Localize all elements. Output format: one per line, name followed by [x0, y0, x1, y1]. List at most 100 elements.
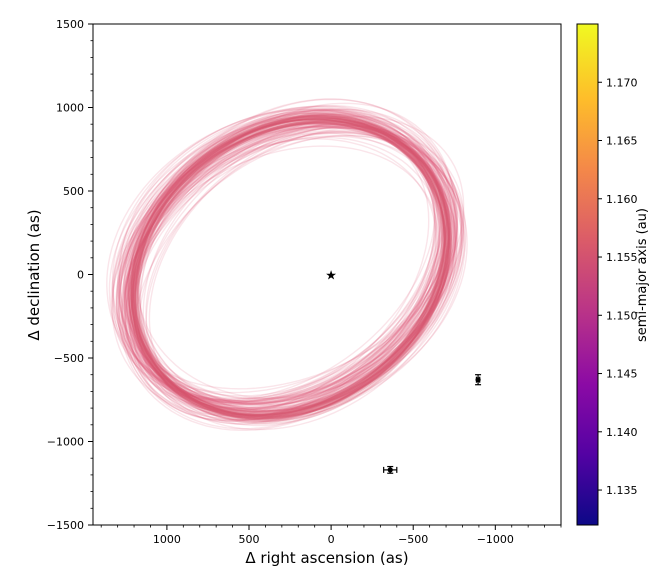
orbit-track [125, 122, 457, 411]
orbit-track [137, 108, 453, 412]
orbit-track [134, 121, 452, 418]
orbit-track [118, 111, 440, 430]
orbit-track [127, 112, 449, 418]
orbit-track [124, 124, 430, 417]
orbit-track [122, 131, 458, 410]
orbit-track [128, 110, 437, 411]
orbit-track [142, 123, 455, 423]
y-tick-label: −1000 [47, 436, 84, 449]
orbit-track [135, 115, 465, 397]
colorbar-tick-label: 1.135 [606, 484, 638, 497]
orbit-track [129, 125, 465, 404]
orbit-track [115, 116, 444, 411]
orbit-track [130, 130, 458, 410]
y-axis: −1500 −1000 −500 0 500 1000 1500 [47, 18, 93, 532]
orbit-track [132, 118, 446, 413]
orbit-track [121, 145, 439, 402]
orbit-track [121, 127, 459, 406]
orbit-track [130, 112, 446, 418]
orbit-track [120, 123, 445, 426]
orbit-track [127, 112, 443, 420]
orbit-track [126, 126, 455, 414]
orbit-track [124, 119, 466, 421]
x-tick-label: −500 [398, 533, 428, 546]
orbit-track [128, 122, 449, 419]
orbit-track [131, 104, 456, 422]
orbit-track [127, 111, 456, 413]
y-tick-label: −1500 [47, 519, 84, 532]
orbit-track [132, 120, 447, 417]
orbit-track [110, 108, 446, 402]
y-tick-label: 500 [63, 185, 84, 198]
orbit-track [120, 114, 451, 414]
orbit-track [126, 132, 463, 402]
orbit-track [124, 114, 440, 409]
orbit-track [129, 126, 442, 422]
y-tick-label: 1500 [56, 18, 84, 31]
markers: ★ [325, 269, 482, 474]
orbit-track [136, 119, 446, 417]
orbit-track [118, 109, 462, 406]
orbit-track [134, 114, 451, 420]
orbit-track [129, 126, 441, 418]
orbit-track [133, 108, 463, 431]
orbit-track [123, 109, 436, 407]
colorbar-tick-label: 1.140 [606, 426, 638, 439]
orbit-track [148, 129, 447, 416]
orbit-track [128, 118, 451, 421]
orbit-track [111, 113, 448, 403]
orbit-track [126, 113, 463, 400]
orbit-track [132, 119, 447, 413]
orbit-track [130, 118, 448, 418]
orbit-track [138, 121, 450, 425]
orbit-track [112, 109, 446, 404]
orbit-track [145, 124, 453, 421]
colorbar [576, 23, 599, 526]
x-axis-title: Δ right ascension (as) [245, 549, 408, 567]
orbit-track [132, 125, 463, 412]
colorbar-tick-label: 1.155 [606, 251, 638, 264]
y-tick-label: 1000 [56, 102, 84, 115]
orbit-track [123, 124, 465, 416]
colorbar-tick-label: 1.170 [606, 76, 638, 89]
orbit-track [111, 121, 452, 421]
orbit-track [118, 108, 453, 406]
x-tick-label: 1000 [153, 533, 181, 546]
orbit-track [130, 118, 444, 416]
x-axis: 1000 500 0 −500 −1000 [100, 525, 562, 546]
orbit-track [121, 125, 437, 422]
orbit-track [131, 114, 449, 417]
orbit-track [132, 118, 450, 413]
orbit-track [118, 105, 455, 413]
x-tick-label: 500 [239, 533, 260, 546]
orbit-track [119, 126, 458, 416]
orbit-track [133, 117, 451, 425]
orbit-track [128, 116, 450, 419]
orbit-track [112, 117, 444, 401]
observation-point [387, 467, 393, 473]
orbit-track [122, 117, 459, 403]
orbit-track [115, 117, 458, 418]
orbit-track [117, 114, 445, 432]
orbit-track [132, 113, 457, 400]
orbit-track [125, 115, 448, 405]
orbit-track [126, 120, 440, 418]
y-tick-label: 0 [77, 269, 84, 282]
orbit-track [116, 108, 450, 405]
orbit-track [136, 116, 450, 422]
orbit-track [145, 134, 451, 405]
orbit-track [134, 121, 446, 420]
orbit-track [125, 127, 451, 399]
orbit-track [128, 117, 438, 413]
orbit-track [128, 135, 457, 408]
orbit-track [130, 122, 448, 420]
colorbar-title: semi-major axis (au) [635, 208, 650, 342]
orbit-track [116, 125, 441, 403]
orbit-track [119, 122, 468, 419]
orbit-track [123, 113, 456, 424]
orbit-track [129, 110, 452, 427]
orbit-track [132, 119, 453, 420]
orbit-track [136, 115, 447, 418]
orbit-track [131, 117, 451, 420]
colorbar-tick-label: 1.145 [606, 368, 638, 381]
